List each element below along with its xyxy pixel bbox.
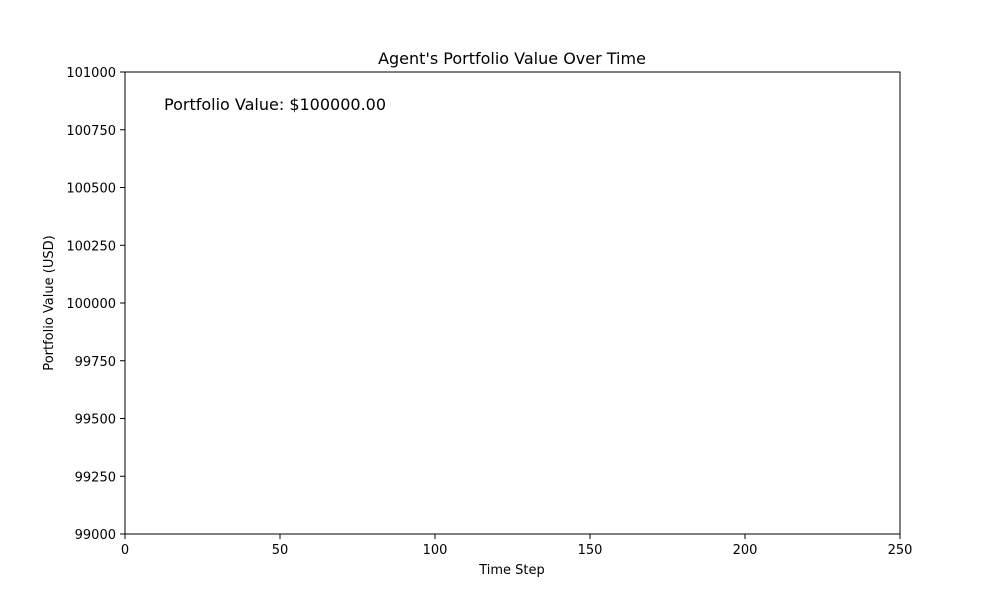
y-tick-label: 101000 bbox=[66, 66, 116, 81]
plot-frame bbox=[124, 71, 901, 535]
y-tick-label: 100250 bbox=[66, 239, 116, 254]
y-tick-label: 99750 bbox=[75, 355, 116, 370]
x-axis: 0 50 100 150 200 250 bbox=[121, 534, 913, 558]
x-tick-label: 200 bbox=[733, 543, 758, 558]
x-tick-label: 250 bbox=[888, 543, 913, 558]
chart-title: Agent's Portfolio Value Over Time bbox=[378, 49, 646, 68]
x-axis-label: Time Step bbox=[478, 563, 545, 578]
portfolio-value-annotation: Portfolio Value: $100000.00 bbox=[164, 95, 386, 114]
x-tick-label: 150 bbox=[578, 543, 603, 558]
x-tick-label: 50 bbox=[272, 543, 289, 558]
y-tick-label: 100500 bbox=[66, 182, 116, 197]
x-tick-label: 100 bbox=[423, 543, 448, 558]
y-tick-label: 100000 bbox=[66, 297, 116, 312]
y-tick-label: 99250 bbox=[75, 470, 116, 485]
y-tick-label: 100750 bbox=[66, 124, 116, 139]
y-axis-label: Portfolio Value (USD) bbox=[42, 235, 57, 370]
x-tick-label: 0 bbox=[121, 543, 129, 558]
y-axis: 99000 99250 99500 99750 100000 100250 100500 10… bbox=[66, 66, 125, 543]
y-tick-label: 99500 bbox=[75, 413, 116, 428]
plot-area bbox=[124, 71, 901, 535]
y-tick-label: 99000 bbox=[75, 528, 116, 543]
